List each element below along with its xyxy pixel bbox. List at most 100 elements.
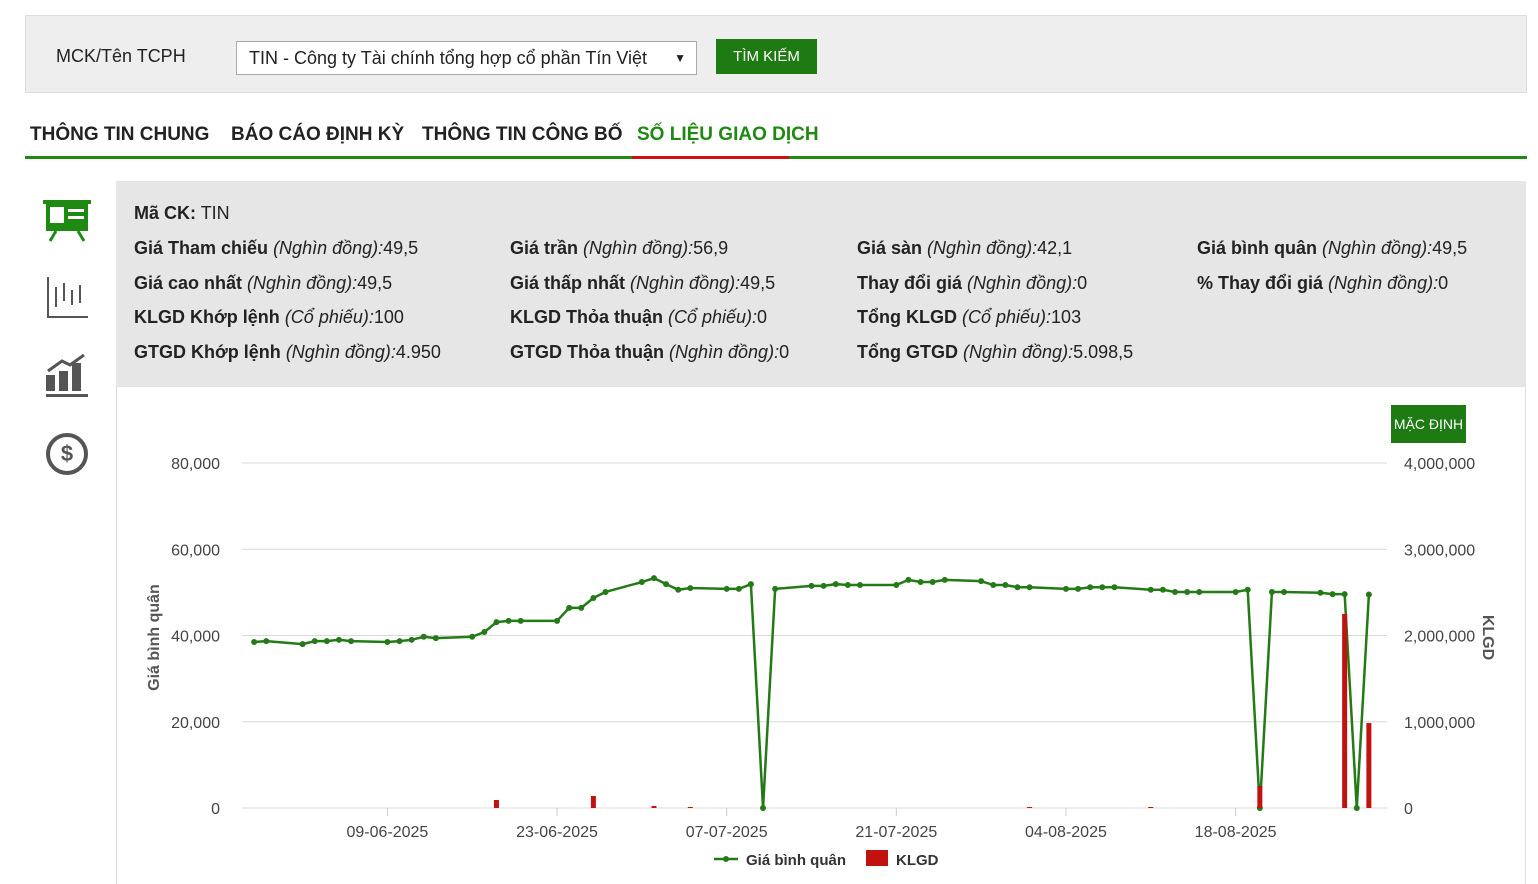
info-label: Tổng KLGD <box>857 307 957 327</box>
price-point <box>590 594 597 601</box>
price-point <box>723 585 730 592</box>
chart: 0 20,000 40,000 60,000 80,000 0 1,000,000 2,000… <box>146 456 1496 869</box>
icon-bars[interactable] <box>46 353 88 397</box>
y-tick-label: 80,000 <box>171 456 220 473</box>
price-point <box>251 638 258 645</box>
price-point <box>1268 588 1275 595</box>
info-label: KLGD Khớp lệnh <box>134 307 280 327</box>
info-value: 0 <box>1438 272 1449 293</box>
price-point <box>1244 586 1251 593</box>
y2-tick-label: 1,000,000 <box>1404 715 1475 732</box>
reset-button[interactable]: MẶC ĐỊNH <box>1391 405 1466 443</box>
info-unit: (Nghìn đồng): <box>967 272 1078 293</box>
price-point <box>408 636 415 643</box>
info-label: Giá trần <box>510 238 579 258</box>
info-value: 49,5 <box>383 238 419 258</box>
price-point <box>1111 584 1118 591</box>
price-point <box>263 638 270 645</box>
info-value: 0 <box>1077 272 1088 293</box>
tab[interactable]: BÁO CÁO ĐỊNH KỲ <box>231 124 405 145</box>
price-line <box>254 576 1371 809</box>
info-label: Thay đổi giá <box>857 272 963 293</box>
chart-panel <box>116 387 1526 884</box>
info-item: % Thay đổi giá (Nghìn đồng):0 <box>1197 273 1448 294</box>
price-point <box>432 635 439 642</box>
info-unit: (Nghìn đồng): <box>1328 272 1439 293</box>
price-point <box>505 617 512 624</box>
price-point <box>978 578 985 585</box>
price-point <box>384 638 391 645</box>
price-point <box>1087 584 1094 591</box>
info-unit: (Nghìn đồng): <box>927 238 1038 258</box>
info-item: Giá sàn (Nghìn đồng):42,1 <box>857 238 1072 259</box>
info-value: 0 <box>779 341 790 362</box>
price-point <box>820 582 827 589</box>
price-point <box>1317 589 1324 596</box>
select-value: TIN - Công ty Tài chính tổng hợp cổ phần… <box>249 48 648 68</box>
x-tick-label: 07-07-2025 <box>686 824 768 841</box>
legend-label: Giá bình quân <box>746 852 846 869</box>
info-item: GTGD Thỏa thuận (Nghìn đồng):0 <box>510 342 789 363</box>
price-point <box>602 588 609 595</box>
info-panel: Mã CK: TIN Giá Tham chiếu (Nghìn đồng):4… <box>116 181 1526 387</box>
info-value: 42,1 <box>1037 238 1073 258</box>
price-point <box>650 575 657 582</box>
y2-tick-label: 4,000,000 <box>1404 456 1475 473</box>
price-point <box>772 585 779 592</box>
price-point <box>747 581 754 588</box>
price-point <box>578 604 585 611</box>
info-unit: (Nghìn đồng): <box>285 341 396 362</box>
y2-axis-title: KLGD <box>1479 615 1496 660</box>
info-item: Giá thấp nhất (Nghìn đồng):49,5 <box>510 273 775 294</box>
bar <box>1366 723 1372 808</box>
tab[interactable]: THÔNG TIN CHUNG <box>30 124 210 145</box>
info-value: 56,9 <box>693 238 729 258</box>
info-item: KLGD Khớp lệnh (Cổ phiếu):100 <box>134 307 404 328</box>
price-point <box>832 581 839 588</box>
price-point <box>1281 588 1288 595</box>
info-label: GTGD Thỏa thuận <box>510 341 664 362</box>
price-point <box>941 576 948 583</box>
x-tick-label: 21-07-2025 <box>855 824 937 841</box>
info-unit: (Nghìn đồng): <box>669 341 780 362</box>
icon-board[interactable] <box>43 200 91 242</box>
price-point <box>638 579 645 586</box>
icon-money[interactable]: $ <box>46 433 88 475</box>
price-point <box>844 582 851 589</box>
y-tick-label: 0 <box>211 801 220 818</box>
price-point <box>760 805 767 811</box>
x-tick-label: 04-08-2025 <box>1025 824 1107 841</box>
tab[interactable]: THÔNG TIN CÔNG BỐ <box>422 124 623 145</box>
x-tick-label: 18-08-2025 <box>1195 824 1277 841</box>
price-point <box>1196 588 1203 595</box>
y2-tick-label: 0 <box>1404 801 1413 818</box>
info-label: Giá Tham chiếu <box>134 238 269 258</box>
info-item: GTGD Khớp lệnh (Nghìn đồng):4.950 <box>134 342 441 363</box>
y2-tick-label: 3,000,000 <box>1404 542 1475 559</box>
info-item: Tổng GTGD (Nghìn đồng):5.098,5 <box>857 342 1133 363</box>
info-unit: (Nghìn đồng): <box>273 238 384 258</box>
stock-select[interactable]: TIN - Công ty Tài chính tổng hợp cổ phần… <box>236 41 697 75</box>
info-item: Giá bình quân (Nghìn đồng):49,5 <box>1197 238 1467 259</box>
price-point <box>905 576 912 583</box>
price-point <box>299 641 306 648</box>
icon-candles[interactable] <box>47 277 88 318</box>
price-point <box>335 636 342 643</box>
y-tick-label: 40,000 <box>171 629 220 646</box>
y-tick-label: 20,000 <box>171 715 220 732</box>
info-unit: (Nghìn đồng): <box>247 272 358 293</box>
price-point <box>1232 588 1239 595</box>
price-point <box>1329 591 1336 598</box>
legend-dot <box>723 856 729 862</box>
tab[interactable]: SỐ LIỆU GIAO DỊCH <box>637 124 819 145</box>
info-label: Giá thấp nhất <box>510 272 626 293</box>
search-button[interactable]: TÌM KIẾM <box>716 39 817 74</box>
price-point <box>929 579 936 586</box>
info-value: 49,5 <box>1432 238 1468 258</box>
price-point <box>1099 584 1106 591</box>
svg-text:$: $ <box>61 441 73 466</box>
info-item: Giá cao nhất (Nghìn đồng):49,5 <box>134 273 392 294</box>
info-item: Thay đổi giá (Nghìn đồng):0 <box>857 273 1087 294</box>
price-point <box>808 582 815 589</box>
info-label: KLGD Thỏa thuận <box>510 307 663 327</box>
